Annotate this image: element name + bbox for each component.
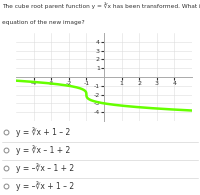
Text: y = ∛x + 1 – 2: y = ∛x + 1 – 2 xyxy=(16,127,70,137)
Text: y = –∛x – 1 + 2: y = –∛x – 1 + 2 xyxy=(16,163,74,173)
Text: y = ∛x – 1 + 2: y = ∛x – 1 + 2 xyxy=(16,145,70,155)
Text: equation of the new image?: equation of the new image? xyxy=(2,20,85,25)
Text: y = –∛x + 1 – 2: y = –∛x + 1 – 2 xyxy=(16,182,74,191)
Text: The cube root parent function y = ∛x has been transformed. What is the: The cube root parent function y = ∛x has… xyxy=(2,2,200,9)
